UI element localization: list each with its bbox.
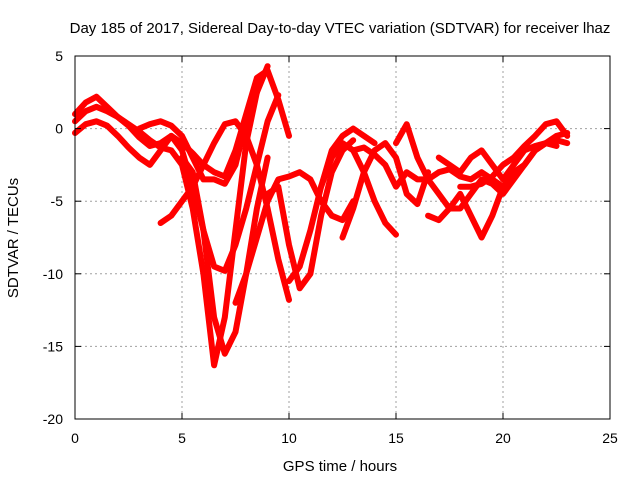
series-sat-j	[318, 140, 399, 238]
series-sat-h	[264, 137, 357, 292]
y-tick-label: -5	[51, 193, 64, 209]
x-tick-label: 20	[495, 430, 511, 446]
y-axis-label: SDTVAR / TECUs	[5, 178, 22, 298]
x-tick-label: 0	[71, 430, 79, 446]
series-sat-d	[136, 89, 260, 187]
y-tick-label: -15	[43, 338, 63, 354]
chart-title: Day 185 of 2017, Sidereal Day-to-day VTE…	[70, 20, 611, 37]
x-tick-label: 25	[602, 430, 618, 446]
series-sat-c	[72, 92, 282, 274]
series-sat-g	[232, 169, 357, 306]
series-sat-k	[339, 140, 432, 241]
plot-frame	[74, 55, 611, 420]
y-tick-label: 0	[55, 121, 63, 137]
axis-ticks: 0 5 10 15 20 25 5 0 -5 -10 -15 -20	[43, 48, 618, 446]
series-sat-a	[72, 63, 271, 369]
y-tick-label: -20	[43, 411, 63, 427]
series-sat-p	[435, 137, 571, 183]
x-tick-label: 15	[388, 430, 404, 446]
series-group	[72, 63, 571, 369]
series-sat-o	[457, 118, 571, 190]
series-sat-i	[286, 125, 378, 285]
y-tick-label: 5	[55, 48, 63, 64]
y-tick-label: -10	[43, 266, 63, 282]
x-tick-label: 10	[281, 430, 297, 446]
series-sat-b	[72, 67, 292, 180]
x-axis-label: GPS time / hours	[283, 458, 397, 475]
x-tick-label: 5	[178, 430, 186, 446]
series-sat-f	[179, 154, 271, 357]
